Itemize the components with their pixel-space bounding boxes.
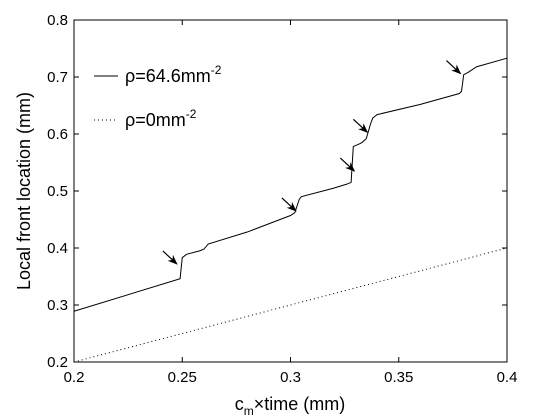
x-tick-label: 0.4	[497, 369, 518, 386]
series-layer	[73, 57, 508, 363]
x-tick-label: 0.3	[280, 369, 301, 386]
y-tick-label: 0.7	[47, 69, 68, 86]
legend-label-series-2: ρ=0mm-2	[125, 107, 197, 130]
y-tick-label: 0.2	[47, 354, 68, 371]
y-axis-label: Local front location (mm)	[14, 92, 34, 290]
annotation-arrow	[446, 60, 462, 75]
y-tick-label: 0.4	[47, 240, 68, 257]
legend-label-series-1: ρ=64.6mm-2	[125, 63, 222, 86]
annotation-arrow	[281, 197, 297, 212]
x-tick-label: 0.25	[168, 369, 197, 386]
plot-area	[74, 20, 507, 362]
y-tick-label: 0.8	[47, 12, 68, 29]
legend: ρ=64.6mm-2 ρ=0mm-2	[94, 63, 222, 130]
y-tick-label: 0.3	[47, 297, 68, 314]
annotation-arrow	[339, 157, 356, 172]
annotation-arrow	[162, 250, 178, 265]
x-axis-label: cm×time (mm)	[235, 394, 346, 418]
tick-layer: 0.2 0.25 0.3 0.35 0.4 0.2 0.3 0.4 0.5 0.6 0.7 0.8	[47, 12, 517, 386]
y-tick-label: 0.6	[47, 126, 68, 143]
annotation-layer	[162, 60, 462, 265]
y-tick-label: 0.5	[47, 183, 68, 200]
x-tick-label: 0.35	[384, 369, 413, 386]
series-line-1	[73, 57, 508, 312]
x-tick-label: 0.2	[64, 369, 85, 386]
annotation-arrow	[352, 118, 369, 133]
